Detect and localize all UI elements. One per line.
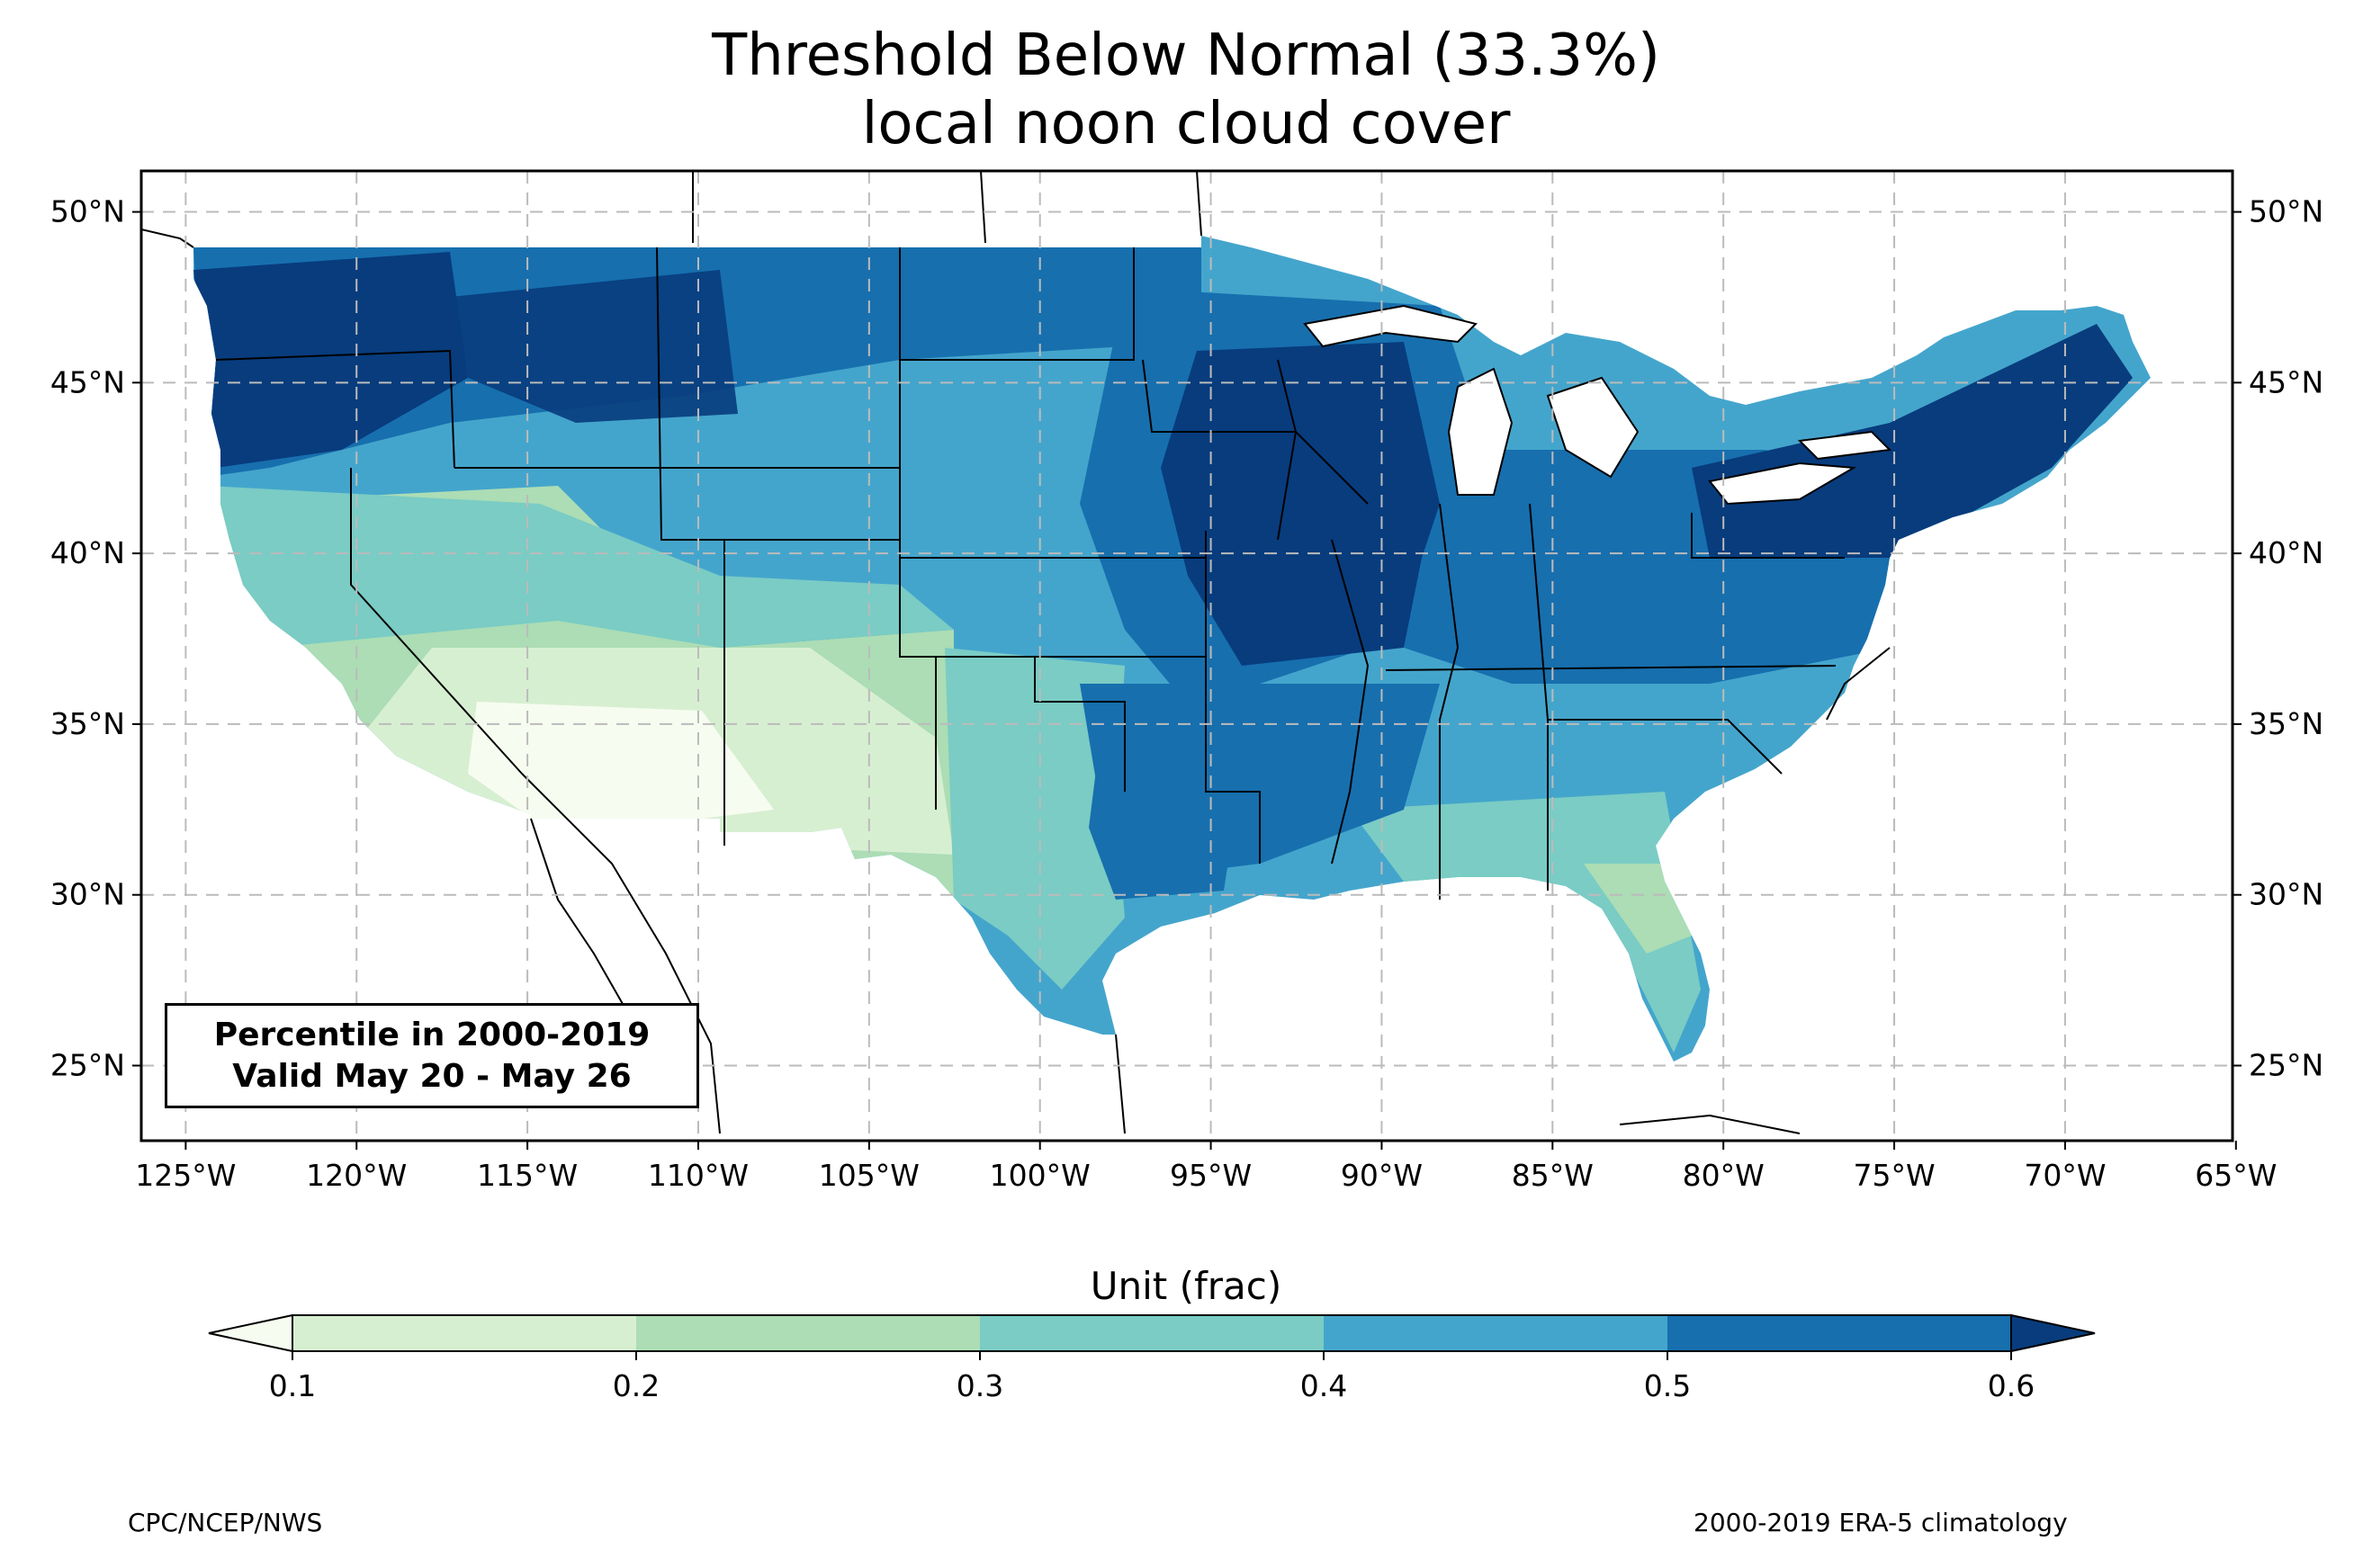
- colorbar-tick-label: 0.4: [1300, 1368, 1347, 1403]
- colorbar-segment: [636, 1315, 981, 1351]
- lat-tick-label-right: 25°N: [2249, 1047, 2323, 1082]
- lon-tick-label: 110°W: [648, 1158, 749, 1193]
- lon-tick-label: 120°W: [306, 1158, 407, 1193]
- lat-tick-label-left: 30°N: [50, 877, 125, 912]
- colorbar-extend-low: [208, 1313, 293, 1353]
- colorbar-tick-label: 0.3: [957, 1368, 1003, 1403]
- lon-tick-label: 100°W: [990, 1158, 1091, 1193]
- lat-tick-label-left: 35°N: [50, 706, 125, 741]
- colorbar-segment: [1324, 1315, 1668, 1351]
- chart-title: Threshold Below Normal (33.3%): [712, 22, 1660, 89]
- lon-tick-label: 125°W: [135, 1158, 236, 1193]
- footer-source: 2000-2019 ERA-5 climatology: [1694, 1508, 2068, 1537]
- lon-tick-label: 65°W: [2195, 1158, 2277, 1193]
- lat-tick-label-right: 40°N: [2249, 535, 2323, 570]
- colorbar-segment: [292, 1315, 637, 1351]
- lon-tick-label: 90°W: [1341, 1158, 1423, 1193]
- lon-tick-label: 95°W: [1170, 1158, 1252, 1193]
- colorbar-tick-label: 0.2: [613, 1368, 660, 1403]
- lon-tick-label: 85°W: [1512, 1158, 1594, 1193]
- colorbar-segment: [1667, 1315, 2012, 1351]
- colorbar-tick-label: 0.1: [269, 1368, 316, 1403]
- lat-tick-label-right: 50°N: [2249, 194, 2323, 229]
- lat-tick-label-right: 45°N: [2249, 364, 2323, 399]
- info-line-2: Valid May 20 - May 26: [232, 1058, 632, 1095]
- colorbar-label: Unit (frac): [1090, 1264, 1282, 1308]
- colorbar-tick-label: 0.6: [1988, 1368, 2035, 1403]
- lat-tick-label-left: 50°N: [50, 194, 125, 229]
- info-box: Percentile in 2000-2019 Valid May 20 - M…: [165, 1003, 699, 1108]
- footer-credit: CPC/NCEP/NWS: [128, 1508, 323, 1537]
- lat-tick-label-left: 25°N: [50, 1047, 125, 1082]
- colorbar-extend-high: [2010, 1313, 2096, 1353]
- lon-tick-label: 80°W: [1683, 1158, 1765, 1193]
- colorbar-tick-label: 0.5: [1644, 1368, 1691, 1403]
- lat-tick-label-right: 35°N: [2249, 706, 2323, 741]
- lon-tick-label: 115°W: [477, 1158, 578, 1193]
- colorbar-segment: [980, 1315, 1325, 1351]
- chart-subtitle: local noon cloud cover: [861, 91, 1511, 157]
- colorbar: 0.1 0.2 0.3 0.4 0.5 0.6: [208, 1313, 2096, 1403]
- lon-tick-label: 105°W: [819, 1158, 920, 1193]
- lon-tick-label: 70°W: [2024, 1158, 2106, 1193]
- lon-tick-label: 75°W: [1853, 1158, 1935, 1193]
- lat-tick-label-left: 45°N: [50, 364, 125, 399]
- info-line-1: Percentile in 2000-2019: [213, 1017, 651, 1053]
- lat-tick-label-right: 30°N: [2249, 877, 2323, 912]
- lat-tick-label-left: 40°N: [50, 535, 125, 570]
